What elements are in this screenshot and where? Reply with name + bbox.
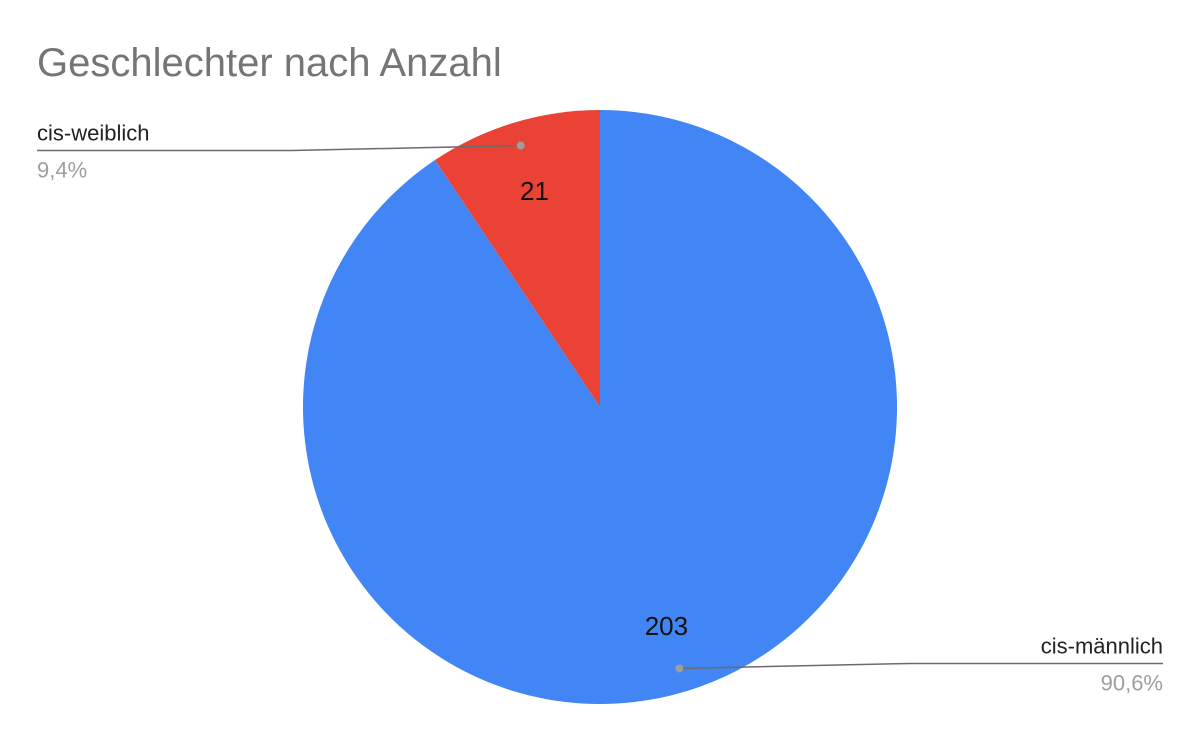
chart-title: Geschlechter nach Anzahl: [37, 41, 502, 85]
value-label-cis-mannlich: 203: [645, 611, 688, 641]
pie-slices: [302, 110, 898, 704]
pie-labels: 203 cis-männlich 90,6% 21 cis-weiblich 9,4%: [37, 121, 1163, 695]
percent-label-cis-weiblich: 9,4%: [37, 158, 87, 183]
leader-line-cis-weiblich: [37, 144, 521, 152]
category-label-cis-weiblich: cis-weiblich: [37, 121, 149, 146]
percent-label-cis-mannlich: 90,6%: [1101, 670, 1163, 695]
value-label-cis-weiblich: 21: [520, 176, 549, 206]
leader-dot-cis-weiblich: [516, 141, 525, 150]
leader-dot-cis-mannlich: [675, 664, 684, 673]
leader-line-cis-mannlich: [679, 662, 1163, 670]
pie-slice-cis-weiblich: [434, 110, 600, 407]
category-label-cis-mannlich: cis-männlich: [1041, 633, 1163, 658]
